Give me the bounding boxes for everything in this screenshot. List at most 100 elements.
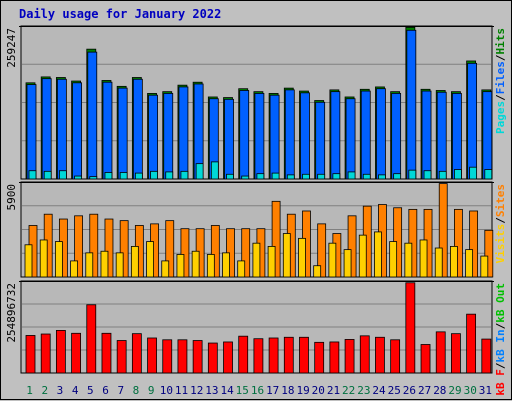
- day-label-31: 31: [479, 384, 492, 397]
- bar-sites-day-4: [74, 215, 83, 278]
- bar-files-day-28: [436, 91, 447, 180]
- bar-pages-day-16: [256, 173, 265, 180]
- y-axis-max-label: 254896732: [5, 283, 18, 343]
- bar-files-day-23: [360, 90, 371, 180]
- bar-kbf-day-28: [435, 331, 446, 374]
- bar-sites-day-17: [271, 200, 281, 278]
- day-label-9: 9: [148, 384, 155, 397]
- bar-files-day-31: [482, 91, 493, 180]
- bar-pages-day-13: [210, 161, 219, 180]
- bar-pages-day-30: [469, 166, 478, 180]
- legend-sites: Sites: [494, 184, 507, 217]
- bar-pages-day-28: [438, 170, 447, 180]
- bar-pages-day-31: [484, 169, 493, 180]
- legend-visits: Visits: [494, 224, 507, 264]
- bar-pages-day-14: [226, 173, 234, 180]
- bar-kbf-day-5: [86, 304, 97, 374]
- bar-visits-day-25: [389, 241, 398, 278]
- bar-pages-day-15: [241, 175, 250, 180]
- bar-sites-day-6: [104, 218, 114, 278]
- bar-files-day-5: [87, 51, 98, 180]
- bar-visits-day-2: [39, 239, 48, 278]
- bar-visits-day-11: [176, 254, 185, 278]
- bar-pages-day-8: [134, 172, 143, 180]
- day-label-11: 11: [175, 384, 188, 397]
- bar-kbf-day-29: [451, 333, 461, 374]
- bar-files-day-11: [178, 86, 189, 180]
- day-label-4: 4: [72, 384, 79, 397]
- day-label-24: 24: [372, 384, 386, 397]
- legend-kb-in: kB In: [494, 329, 507, 362]
- bar-sites-day-15: [241, 228, 251, 278]
- legend-files: Files: [494, 61, 507, 94]
- bar-visits-day-6: [100, 250, 109, 278]
- bar-pages-day-25: [393, 173, 402, 180]
- bar-visits-day-3: [54, 241, 63, 278]
- bar-kbf-day-30: [466, 313, 477, 374]
- bar-sites-day-7: [119, 220, 129, 278]
- bar-files-day-8: [132, 78, 143, 180]
- bar-sites-day-20: [317, 223, 327, 278]
- bar-pages-day-5: [89, 176, 98, 180]
- bar-visits-day-17: [267, 246, 276, 278]
- bar-pages-day-22: [347, 171, 356, 180]
- bar-kbf-day-15: [238, 335, 249, 374]
- day-label-16: 16: [251, 384, 264, 397]
- bar-kbf-day-19: [299, 336, 309, 374]
- bar-kbf-day-3: [55, 330, 66, 374]
- bar-files-day-21: [330, 91, 341, 180]
- legend-separator: /: [494, 94, 507, 101]
- bar-visits-day-9: [146, 241, 154, 278]
- bar-pages-day-9: [150, 170, 158, 180]
- bar-pages-day-19: [302, 173, 310, 180]
- bar-sites-day-28: [438, 183, 448, 278]
- bar-kbf-day-18: [283, 336, 294, 374]
- bar-visits-day-31: [480, 255, 489, 278]
- bar-files-day-19: [300, 92, 310, 180]
- bar-visits-day-5: [85, 252, 94, 278]
- bar-visits-day-20: [313, 265, 322, 278]
- day-label-26: 26: [403, 384, 416, 397]
- day-label-13: 13: [205, 384, 218, 397]
- bar-kbf-day-17: [268, 337, 279, 374]
- bar-kbf-day-14: [223, 341, 233, 374]
- bar-visits-day-16: [252, 242, 261, 278]
- bar-files-day-3: [56, 78, 67, 180]
- bar-sites-day-22: [347, 215, 357, 278]
- bar-files-day-6: [102, 81, 113, 180]
- bar-kbf-day-4: [71, 332, 81, 374]
- bar-pages-day-1: [28, 170, 37, 180]
- legend-pages: Pages: [494, 101, 507, 134]
- bar-kbf-day-24: [375, 336, 385, 374]
- day-label-21: 21: [327, 384, 340, 397]
- bar-files-day-2: [41, 78, 52, 180]
- bar-visits-day-30: [465, 249, 474, 278]
- bar-kbf-day-16: [253, 338, 264, 374]
- bar-pages-day-21: [332, 173, 341, 180]
- legend-separator: /: [494, 217, 507, 224]
- day-label-3: 3: [57, 384, 64, 397]
- chart-legend: Pages/Files/Hits: [494, 28, 507, 134]
- bar-kbf-day-6: [101, 332, 112, 374]
- day-label-23: 23: [357, 384, 370, 397]
- chart-legend: Visits/Sites: [494, 184, 507, 264]
- bar-visits-day-28: [434, 247, 443, 278]
- day-label-25: 25: [388, 384, 401, 397]
- bar-sites-day-11: [180, 228, 190, 278]
- bar-files-day-20: [315, 101, 326, 180]
- bar-visits-day-22: [343, 249, 352, 278]
- bar-kbf-day-21: [329, 341, 340, 374]
- bar-visits-day-14: [222, 252, 230, 278]
- bar-files-day-16: [254, 93, 265, 180]
- bar-kbf-day-25: [390, 339, 401, 374]
- bar-visits-day-19: [298, 237, 306, 278]
- bar-visits-day-29: [450, 246, 458, 278]
- day-label-22: 22: [342, 384, 355, 397]
- bar-files-day-22: [345, 98, 356, 180]
- day-label-6: 6: [102, 384, 109, 397]
- legend-separator: /: [494, 322, 507, 329]
- day-label-1: 1: [26, 384, 33, 397]
- bar-kbf-day-26: [405, 282, 416, 374]
